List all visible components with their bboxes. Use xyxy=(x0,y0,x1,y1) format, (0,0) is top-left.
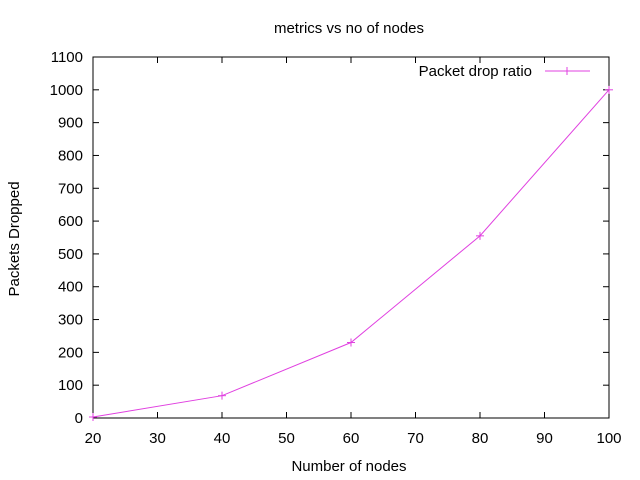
y-tick-label: 1000 xyxy=(50,82,83,99)
y-tick-label: 700 xyxy=(58,180,83,197)
y-tick-label: 200 xyxy=(58,344,83,361)
x-tick-label: 60 xyxy=(343,430,360,447)
series-layer xyxy=(89,85,613,422)
y-tick-label: 300 xyxy=(58,312,83,329)
x-tick-label: 90 xyxy=(536,430,553,447)
y-tick-label: 100 xyxy=(58,377,83,394)
y-tick-label: 600 xyxy=(58,213,83,230)
x-tick-label: 50 xyxy=(278,430,295,447)
x-tick-label: 20 xyxy=(85,430,102,447)
x-axis-label: Number of nodes xyxy=(291,458,406,475)
legend-label-packet-drop-ratio: Packet drop ratio xyxy=(419,63,532,80)
chart-title: metrics vs no of nodes xyxy=(274,20,424,37)
x-axis: 20 30 40 50 60 70 80 90 100 xyxy=(85,57,622,447)
y-tick-label: 400 xyxy=(58,279,83,296)
data-point-plus-marker xyxy=(89,413,97,422)
y-tick-label: 800 xyxy=(58,147,83,164)
y-tick-label: 1100 xyxy=(51,49,83,66)
data-point-plus-marker xyxy=(476,231,484,240)
y-tick-label: 0 xyxy=(75,410,83,427)
y-tick-label: 900 xyxy=(58,115,83,132)
x-tick-label: 70 xyxy=(407,430,424,447)
legend: Packet drop ratio xyxy=(419,63,590,80)
y-tick-label: 500 xyxy=(58,246,83,263)
data-point-plus-marker xyxy=(605,85,613,94)
y-axis: 0 100 200 300 400 500 600 700 800 900 1000 1100 xyxy=(50,49,609,427)
y-axis-label: Packets Dropped xyxy=(6,181,23,296)
x-tick-label: 80 xyxy=(472,430,489,447)
legend-marker xyxy=(563,67,571,75)
data-point-plus-marker xyxy=(218,391,226,400)
x-tick-label: 100 xyxy=(596,430,621,447)
plot-area-border xyxy=(92,56,610,419)
x-tick-label: 40 xyxy=(214,430,231,447)
data-point-plus-marker xyxy=(347,338,355,347)
series-line-packet-drop-ratio xyxy=(92,89,610,418)
x-tick-label: 30 xyxy=(149,430,166,447)
